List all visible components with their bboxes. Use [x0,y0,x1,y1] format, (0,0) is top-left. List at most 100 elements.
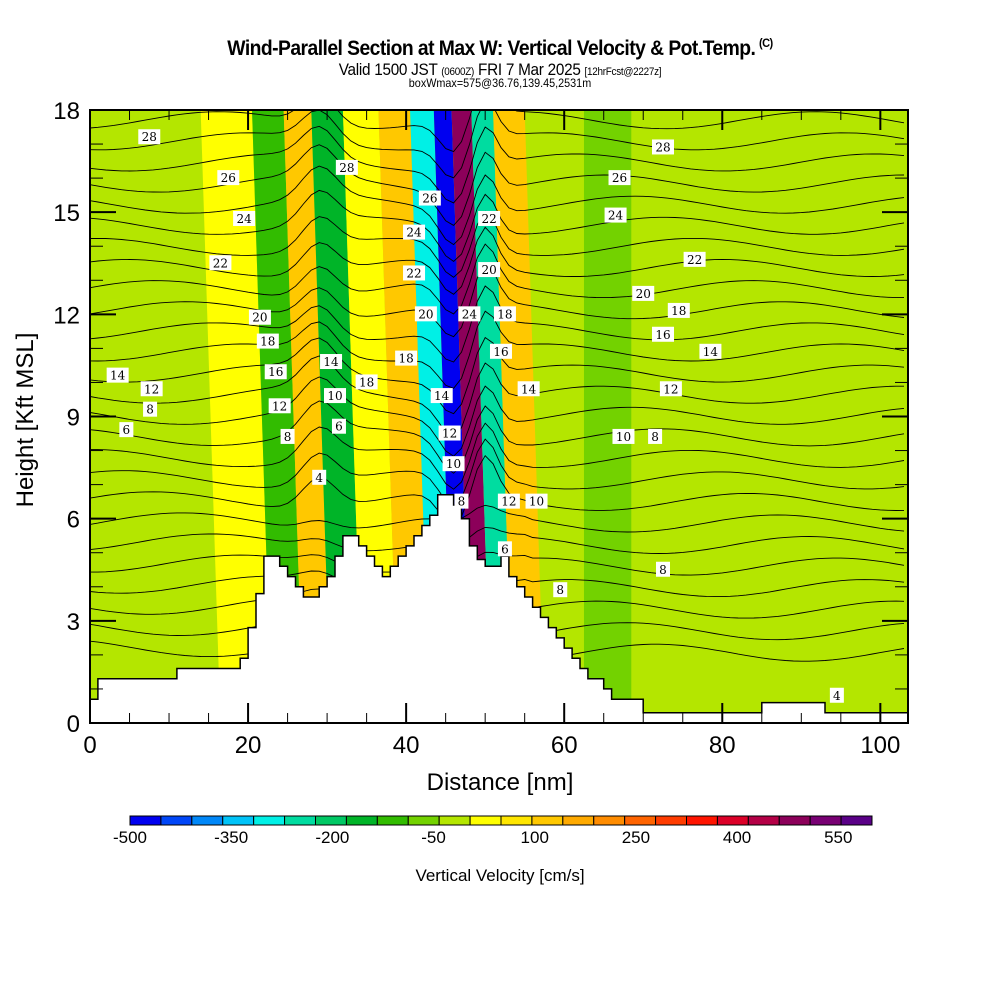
colorbar-segment [407,815,440,826]
contour-label-text: 28 [142,130,157,144]
y-tick-label: 6 [67,507,80,534]
theta-contour-line [90,355,904,438]
axes: 0 20 40 60 80 100 0 3 6 9 12 15 18 [53,98,908,759]
colorbar-segment [284,815,317,826]
colorbar-segment [469,815,502,826]
contour-label-box [335,159,358,175]
contour-label-box [651,139,674,155]
theta-contour-line [90,454,905,526]
contour-label-box [430,388,453,404]
contour-label-box [256,333,279,349]
contour-label-box [320,354,343,370]
x-tick-label: 40 [393,732,420,759]
chart-title: Wind-Parallel Section at Max W: Vertical… [40,36,960,61]
contour-label-box [655,561,670,577]
contour-label-text: 4 [315,471,323,485]
theta-contour-line [90,262,905,338]
contour-label-text: 16 [655,328,670,342]
contour-label-box [608,170,631,186]
contour-label-box [355,374,378,390]
contour-label: 10 [442,456,465,472]
contour-label: 14 [699,343,722,359]
colorbar-segment [593,815,626,826]
contour-label: 22 [478,210,501,226]
colorbar-tick-label: 400 [723,828,751,847]
contour-label: 22 [209,255,232,271]
contour-label: 10 [612,428,635,444]
contour-label-text: 22 [406,266,421,280]
contour-label: 20 [478,262,501,278]
contour-label-text: 4 [833,689,841,703]
colorbar-segment [562,815,595,826]
contour-label: 28 [138,129,161,145]
contour-label-text: 26 [422,192,437,206]
contour-label-box [612,428,635,444]
theta-contour-line [90,189,905,262]
contour-label-text: 28 [655,140,670,154]
colorbar-segment [315,815,347,826]
contour-label-text: 20 [481,263,496,277]
contour-label: 16 [489,343,512,359]
theta-contour-line [90,226,905,295]
contour-label-box [106,367,129,383]
contour-label-box [403,265,426,281]
velocity-band [544,110,584,723]
colorbar-segment [500,815,533,826]
colorbar-segment [655,815,687,826]
colorbar-tick-label: 100 [521,828,549,847]
theta-contour-line [90,285,905,363]
contour-label: 18 [256,333,279,349]
contour-label: 12 [438,425,461,441]
contour-label-box [119,422,134,438]
contour-label-box [248,309,271,325]
contour-label-box [667,302,690,318]
contour-label-text: 24 [406,226,422,240]
contour-label: 12 [268,398,291,414]
contour-label-box [683,251,706,267]
valid-date: FRI 7 Mar 2025 [478,60,581,79]
contour-label-box [493,306,516,322]
colorbar: -500 -350 -200 -50 100 250 400 550 [113,815,873,847]
contour-label: 20 [414,306,437,322]
colorbar-segment [686,815,718,826]
contour-label-text: 8 [651,430,659,444]
theta-contour-line [90,243,904,315]
contour-label: 28 [651,139,674,155]
contour-label-text: 18 [359,375,374,389]
contour-label-text: 14 [323,355,339,369]
contour-label: 24 [604,207,627,223]
contour-label: 22 [683,251,706,267]
colorbar-tick-label: 250 [622,828,650,847]
contour-labels: 2826242220181612814128614106428262422201… [106,129,844,703]
colorbar-segment [222,815,255,826]
contour-label: 8 [143,401,158,417]
contour-label-box [418,190,441,206]
contour-label-box [312,469,327,485]
contour-label: 26 [217,170,240,186]
contour-label-text: 12 [442,427,457,441]
colorbar-segment [345,815,378,826]
colorbar-tick-label: 550 [824,828,852,847]
contour-label: 8 [655,561,670,577]
contour-label-box [140,381,163,397]
contour-label-box [395,350,418,366]
theta-contour-line [90,210,905,278]
contour-label: 10 [525,493,548,509]
colorbar-segment [129,815,162,826]
contour-label: 24 [458,306,481,322]
velocity-band [342,110,399,723]
contour-label-box [829,687,844,703]
contour-label: 8 [553,582,568,598]
contour-label-text: 12 [663,382,678,396]
contour-label: 6 [497,541,512,557]
colorbar-title: Vertical Velocity [cm/s] [415,866,584,885]
contour-label-box [454,493,469,509]
contour-label-box [217,170,240,186]
contour-label-text: 14 [110,369,126,383]
contour-label: 20 [248,309,271,325]
contour-label-text: 16 [268,365,283,379]
contour-label: 14 [106,367,129,383]
x-tick-label: 100 [860,732,900,759]
contour-label: 8 [280,428,295,444]
